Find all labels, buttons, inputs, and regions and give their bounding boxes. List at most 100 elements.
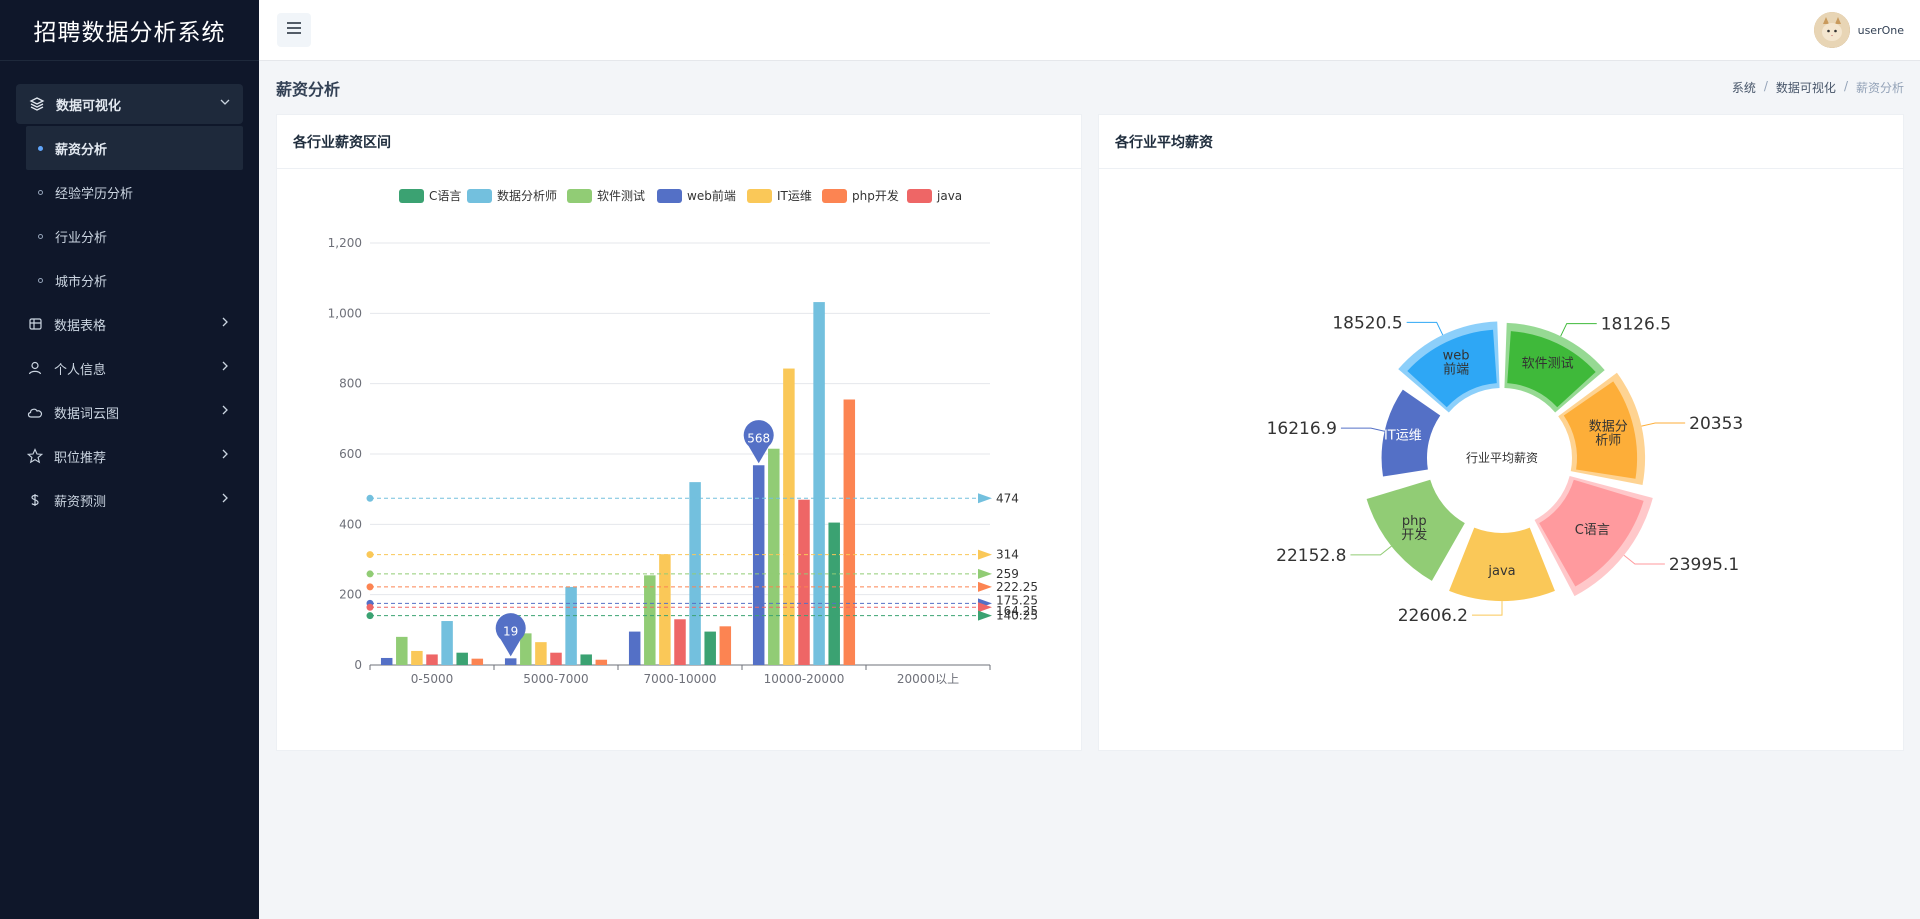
bar[interactable]	[504, 658, 517, 665]
legend-swatch[interactable]	[567, 189, 592, 203]
average-line-arrow	[978, 568, 992, 579]
bar[interactable]	[768, 448, 780, 665]
legend-label[interactable]: java	[936, 189, 962, 203]
legend-swatch[interactable]	[822, 189, 847, 203]
y-tick-label: 600	[339, 447, 362, 461]
bar[interactable]	[426, 654, 438, 665]
rose-slice[interactable]	[1381, 389, 1441, 477]
layers-icon	[28, 95, 46, 113]
bar[interactable]	[595, 659, 608, 665]
bar[interactable]	[411, 650, 423, 665]
rose-leader-line	[1406, 321, 1444, 336]
rose-slice[interactable]	[1539, 479, 1644, 587]
legend-swatch[interactable]	[657, 189, 682, 203]
x-tick-label: 10000-20000	[764, 672, 845, 686]
bar[interactable]	[396, 636, 408, 665]
star-icon	[26, 447, 44, 465]
legend-swatch[interactable]	[747, 189, 772, 203]
legend-label[interactable]: IT运维	[777, 189, 812, 203]
y-tick-label: 1,200	[328, 236, 362, 250]
bar[interactable]	[674, 619, 686, 665]
breadcrumb: 系统 / 数据可视化 / 薪资分析	[1732, 79, 1904, 96]
avatar[interactable]	[1813, 12, 1850, 48]
bar[interactable]	[580, 654, 592, 665]
mark-point-pin[interactable]	[495, 613, 526, 657]
y-tick-label: 400	[339, 517, 362, 531]
rose-slice-label: 前端	[1443, 362, 1469, 378]
user-menu[interactable]: userOne	[1813, 12, 1904, 48]
cloud-icon	[26, 403, 44, 421]
rose-slice-label: C语言	[1575, 523, 1610, 538]
sidebar-item-data-table[interactable]: 数据表格	[16, 302, 243, 346]
bar[interactable]	[843, 399, 856, 665]
rose-value-label: 20353	[1689, 414, 1743, 434]
sidebar-item-personal-info[interactable]: 个人信息	[16, 346, 243, 390]
sidebar-item-salary-predict[interactable]: 薪资预测	[16, 478, 243, 522]
rose-slice-label: 软件测试	[1522, 356, 1574, 371]
bar[interactable]	[456, 652, 468, 665]
bar[interactable]	[380, 657, 393, 665]
breadcrumb-item[interactable]: 数据可视化	[1775, 81, 1836, 95]
rose-slice[interactable]	[1507, 331, 1596, 408]
sidebar-item-experience-analysis[interactable]: 经验学历分析	[26, 170, 243, 214]
mark-point-label: 19	[503, 624, 518, 638]
rose-leader-line	[1623, 554, 1665, 565]
rose-value-label: 22152.8	[1276, 546, 1346, 566]
card-title: 各行业平均薪资	[1099, 115, 1903, 169]
bar[interactable]	[813, 302, 825, 665]
sidebar-item-salary-analysis[interactable]: 薪资分析	[26, 126, 243, 170]
bar[interactable]	[471, 658, 484, 665]
rose-leader-line	[1472, 601, 1503, 616]
x-tick-label: 5000-7000	[523, 672, 588, 686]
breadcrumb-item[interactable]: 系统	[1731, 81, 1756, 95]
breadcrumb-separator: /	[1843, 79, 1848, 93]
sidebar-item-industry-analysis[interactable]: 行业分析	[26, 214, 243, 258]
bar[interactable]	[752, 465, 765, 665]
bar[interactable]	[550, 652, 562, 665]
sidebar-item-city-analysis[interactable]: 城市分析	[26, 258, 243, 302]
bar[interactable]	[520, 633, 532, 665]
username[interactable]: userOne	[1857, 23, 1904, 37]
legend-label[interactable]: php开发	[852, 188, 899, 203]
legend-swatch[interactable]	[467, 189, 492, 203]
avg-salary-rose-chart[interactable]: 行业平均薪资 软件测试 18126.5 数据分析师 20353 C语言 23995.1 jav…	[1099, 169, 1905, 752]
rose-slice-label: web	[1443, 349, 1470, 364]
bar[interactable]	[644, 575, 656, 665]
legend-label[interactable]: C语言	[429, 189, 461, 203]
legend-label[interactable]: 数据分析师	[497, 188, 557, 203]
x-tick-label: 0-5000	[411, 672, 454, 686]
bar[interactable]	[719, 626, 732, 665]
salary-range-bar-chart[interactable]: C语言 数据分析师 软件测试 web前端 IT运维 php开发 java 0 200 400 600…	[277, 169, 1083, 752]
sidebar-menu: 数据可视化 薪资分析 经验学历分析 行业分析 城市分析 数据表格 个人信息 数据…	[0, 61, 259, 522]
sidebar-group-data-visualization[interactable]: 数据可视化	[16, 84, 243, 124]
rose-slice[interactable]	[1563, 381, 1638, 479]
legend-label[interactable]: web前端	[687, 188, 736, 203]
hamburger-button[interactable]	[277, 13, 311, 47]
rose-slice-label: 开发	[1401, 527, 1427, 543]
rose-slice[interactable]	[1366, 479, 1465, 581]
sidebar-item-label: 薪资分析	[55, 142, 108, 158]
rose-slice[interactable]	[1449, 527, 1555, 602]
rose-slice-label: IT运维	[1384, 428, 1422, 443]
rose-slice[interactable]	[1407, 329, 1497, 408]
bar[interactable]	[628, 631, 641, 665]
rose-value-label: 18520.5	[1332, 313, 1402, 333]
bar[interactable]	[828, 522, 840, 665]
bar[interactable]	[798, 499, 810, 665]
bar[interactable]	[783, 368, 795, 665]
y-tick-label: 1,000	[328, 306, 362, 320]
average-line-arrow	[978, 493, 992, 504]
legend-label[interactable]: 软件测试	[597, 188, 645, 203]
mark-point-pin[interactable]	[743, 420, 774, 464]
rose-slice-label: 数据分	[1589, 420, 1628, 435]
sidebar-item-job-recommend[interactable]: 职位推荐	[16, 434, 243, 478]
bar[interactable]	[659, 554, 671, 665]
legend-swatch[interactable]	[399, 189, 424, 203]
legend-swatch[interactable]	[907, 189, 932, 203]
sidebar-item-word-cloud[interactable]: 数据词云图	[16, 390, 243, 434]
rose-leader-line	[1350, 545, 1392, 556]
bar[interactable]	[565, 586, 577, 665]
bar[interactable]	[441, 621, 453, 665]
bar[interactable]	[535, 642, 547, 665]
bar[interactable]	[704, 631, 716, 665]
